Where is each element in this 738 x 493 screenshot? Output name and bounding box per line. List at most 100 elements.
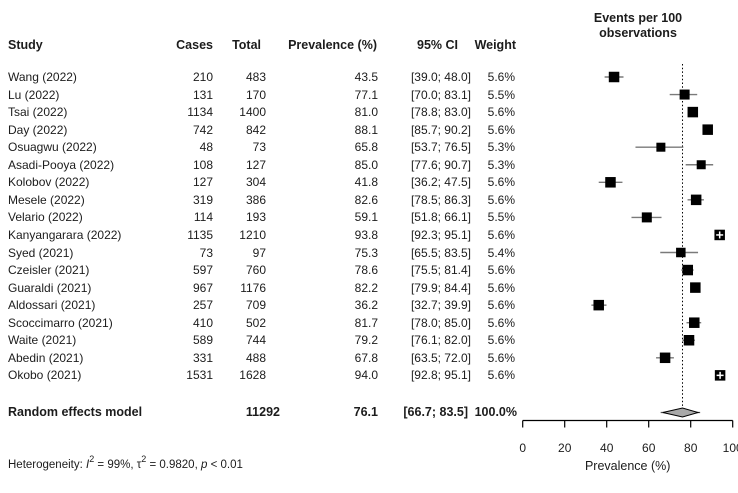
cell-study: Scoccimarro (2021) [8,315,113,330]
table-row: Kolobov (2022) 127 304 41.8 [36.2; 47.5] 5.6% [0,173,520,191]
cell-study: Czeisler (2021) [8,263,90,278]
cell-cases: 114 [193,210,213,225]
cell-prevalence: 81.0 [354,105,378,120]
study-marker [659,352,671,364]
cell-prevalence: 75.3 [354,245,378,260]
summary-row: Random effects model 11292 76.1 [66.7; 8… [0,403,520,421]
table-row: Kanyangarara (2022) 1135 1210 93.8 [92.3; 95… [0,226,520,244]
summary-total: 11292 [245,405,280,419]
heterogeneity-text: I [86,459,90,471]
cell-weight: 5.5% [487,87,515,102]
heterogeneity-text: Heterogeneity: [8,459,86,471]
cell-study: Guaraldi (2021) [8,280,92,295]
column-headers: Study Cases Total Prevalence (%) 95% CI … [0,37,738,53]
cell-weight: 5.6% [487,227,515,242]
cell-cases: 210 [192,70,213,84]
cell-prevalence: 81.7 [354,315,378,330]
cell-cases: 1531 [186,368,213,383]
study-marker [714,229,725,241]
cell-study: Okobo (2021) [8,368,82,383]
heterogeneity-text: = 99%, [94,459,137,471]
cell-weight: 5.5% [487,210,515,225]
cell-prevalence: 94.0 [354,368,378,383]
cell-weight: 5.4% [487,245,515,260]
cell-weight: 5.6% [487,350,515,365]
cell-ci: [53.7; 76.5] [410,140,471,155]
cell-total: 760 [245,263,266,278]
table-row: Mesele (2022) 319 386 82.6 [78.5; 86.3] 5.6% [0,191,520,209]
cell-ci: [36.2; 47.5] [410,175,471,190]
cell-total: 1210 [239,227,266,242]
cell-cases: 73 [199,245,213,260]
cell-prevalence: 67.8 [354,350,378,365]
table-row: Velario (2022) 114 193 59.1 [51.8; 66.1] 5.5% [0,208,520,226]
table-row: Okobo (2021) 1531 1628 94.0 [92.8; 95.1] 5.6% [0,366,520,384]
study-marker [690,282,701,293]
cell-ci: [51.8; 66.1] [410,210,471,225]
cell-prevalence: 78.6 [354,263,378,278]
cell-ci: [78.5; 86.3] [410,192,471,207]
plot-title: Events per 100 observations [558,11,718,41]
cell-total: 502 [245,315,266,330]
cell-total: 1176 [240,280,266,295]
x-tick-label: 80 [684,441,698,455]
study-marker [656,142,666,152]
cell-weight: 5.6% [487,298,515,313]
x-tick-label: 0 [519,441,526,455]
cell-cases: 967 [192,280,213,295]
cell-weight: 5.6% [487,192,515,207]
cell-ci: [65.5; 83.5] [410,245,471,260]
cell-weight: 5.6% [487,263,515,278]
table-row: Guaraldi (2021) 967 1176 82.2 [79.9; 84.4] 5.… [0,279,520,297]
cell-total: 1400 [239,105,266,120]
cell-weight: 5.6% [487,122,515,137]
cell-total: 483 [245,70,266,84]
cell-cases: 319 [192,192,213,207]
cell-total: 193 [245,210,266,225]
cell-weight: 5.6% [487,105,515,120]
study-marker [682,264,694,276]
cell-cases: 589 [192,333,213,348]
heterogeneity-note: Heterogeneity: I2 = 99%, τ2 = 0.9820, p … [8,454,243,474]
cell-ci: [76.1; 82.0] [410,333,471,348]
cell-total: 127 [245,157,266,172]
cell-ci: [70.0; 83.1] [410,87,471,102]
cell-weight: 5.3% [487,157,515,172]
cell-prevalence: 59.1 [354,210,378,225]
plot-title-line1: Events per 100 [593,11,683,25]
summary-ci: [66.7; 83.5] [403,405,468,419]
cell-cases: 742 [192,122,213,137]
cell-total: 386 [245,192,266,207]
cell-cases: 331 [192,350,213,365]
x-tick-label: 40 [600,441,614,455]
heterogeneity-text: 2 [141,454,147,465]
study-marker [605,177,616,188]
summary-weight: 100.0% [474,405,517,419]
cell-study: Wang (2022) [8,70,77,84]
table-row: Osuagwu (2022) 48 73 65.8 [53.7; 76.5] 5.3% [0,138,520,156]
summary-diamond [662,407,700,418]
study-marker [702,124,713,135]
study-marker [683,335,695,346]
cell-ci: [77.6; 90.7] [410,157,471,172]
cell-prevalence: 82.2 [354,280,378,295]
cell-prevalence: 41.8 [354,175,378,190]
column-header-total: Total [232,38,261,52]
study-marker [689,317,700,328]
cell-study: Velario (2022) [8,210,83,225]
cell-weight: 5.6% [487,333,515,348]
cell-study: Mesele (2022) [8,192,85,207]
column-header-study: Study [8,38,43,52]
cell-cases: 1134 [187,105,213,120]
cell-study: Aldossari (2021) [8,298,96,313]
table-row: Asadi-Pooya (2022) 108 127 85.0 [77.6; 90.7]… [0,156,520,174]
cell-ci: [75.5; 81.4] [410,263,471,278]
cell-ci: [92.3; 95.1] [410,227,471,242]
cell-study: Asadi-Pooya (2022) [8,157,115,172]
cell-weight: 5.6% [487,368,515,383]
cell-prevalence: 85.0 [354,157,378,172]
summary-prevalence: 76.1 [353,405,378,419]
cell-ci: [78.8; 83.0] [410,105,471,120]
study-marker [714,370,726,381]
heterogeneity-text: < 0.01 [207,459,243,471]
